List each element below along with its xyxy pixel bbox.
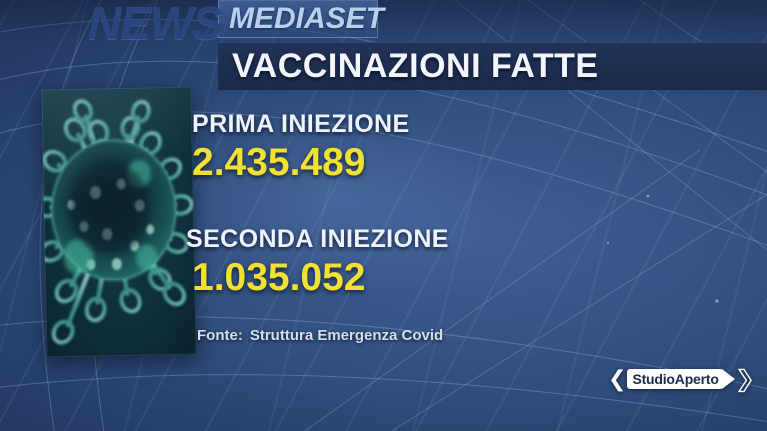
- stat-second-dose-value: 1.035.052: [192, 256, 366, 299]
- stat-first-dose-label: PRIMA INIEZIONE: [192, 110, 410, 138]
- stat-second-dose-label: SECONDA INIEZIONE: [186, 225, 449, 253]
- network-logo-band: NEWS MEDIASET: [0, 0, 767, 49]
- source-attribution: Fonte: Struttura Emergenza Covid: [197, 327, 443, 344]
- coronavirus-illustration: [41, 86, 197, 358]
- page-title: VACCINAZIONI FATTE: [232, 47, 599, 85]
- coronavirus-photo-panel: [41, 86, 197, 358]
- channel-bug-label: StudioAperto: [627, 368, 723, 390]
- play-triangle-icon: [721, 369, 735, 389]
- headline-bar: [218, 42, 767, 90]
- source-value: Struttura Emergenza Covid: [249, 327, 444, 344]
- stat-first-dose-label-row: PRIMA INIEZIONE: [192, 110, 410, 139]
- chevron-left-icon: ❮: [608, 366, 627, 391]
- stat-second-dose-label-row: SECONDA INIEZIONE: [186, 225, 449, 254]
- source-label: Fonte:: [197, 327, 243, 344]
- studio-aperto-channel-bug: ❮ StudioAperto ❯: [608, 366, 755, 391]
- stat-first-dose-value-row: 2.435.489: [192, 141, 366, 185]
- stat-first-dose-value: 2.435.489: [192, 141, 366, 184]
- stat-second-dose-value-row: 1.035.052: [192, 256, 366, 300]
- mediaset-logo-box: [218, 0, 378, 38]
- chevron-right-icon: ❯: [735, 366, 755, 391]
- mediaset-logo-text: MEDIASET: [229, 2, 385, 35]
- news-logo-text: NEWS: [88, 0, 223, 49]
